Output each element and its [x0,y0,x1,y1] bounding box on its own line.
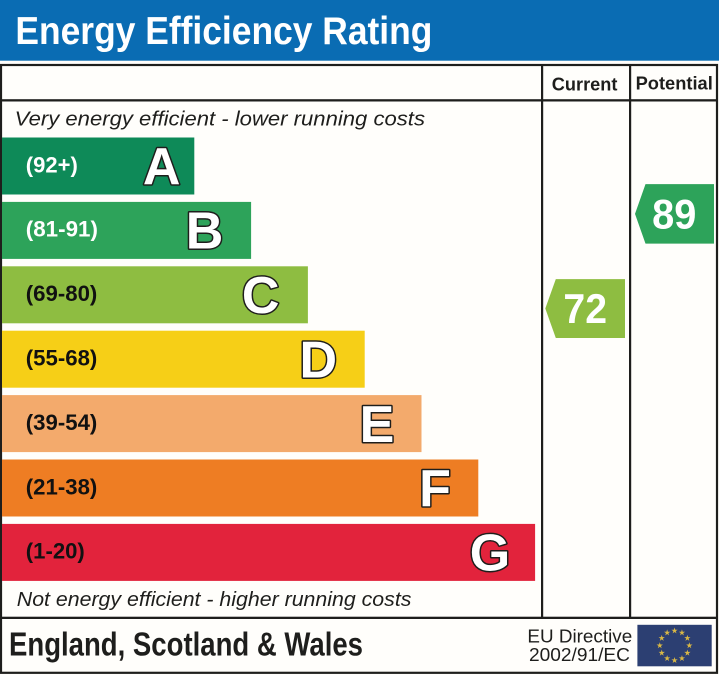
svg-text:(39-54): (39-54) [26,410,98,435]
svg-text:Energy Efficiency Rating: Energy Efficiency Rating [15,10,432,53]
svg-text:C: C [242,267,280,325]
svg-text:(1-20): (1-20) [26,539,85,564]
svg-text:Not energy efficient - higher: Not energy efficient - higher running co… [17,588,412,611]
svg-text:D: D [300,331,338,389]
svg-text:E: E [360,396,395,454]
svg-text:2002/91/EC: 2002/91/EC [529,644,630,665]
svg-text:72: 72 [563,285,607,332]
svg-text:Very energy efficient - lower: Very energy efficient - lower running co… [15,107,425,130]
svg-text:B: B [186,203,224,261]
svg-text:England, Scotland & Wales: England, Scotland & Wales [9,626,363,663]
svg-text:(21-38): (21-38) [26,474,98,499]
svg-text:F: F [419,460,451,518]
svg-text:(92+): (92+) [26,152,78,177]
svg-text:Current: Current [552,74,618,95]
svg-text:A: A [143,138,181,196]
svg-text:(55-68): (55-68) [26,346,98,371]
svg-text:Potential: Potential [636,73,713,94]
svg-text:89: 89 [652,190,696,237]
svg-text:EU Directive: EU Directive [527,626,632,647]
svg-text:(69-80): (69-80) [26,281,98,306]
svg-text:G: G [470,525,510,583]
svg-text:(81-91): (81-91) [26,217,98,242]
